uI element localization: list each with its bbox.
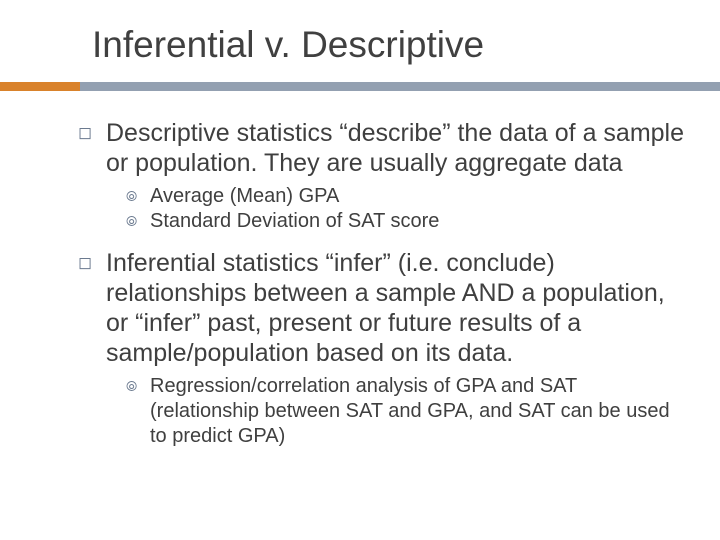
divider-main (80, 82, 720, 91)
list-item: ◻ Descriptive statistics “describe” the … (78, 118, 684, 178)
divider-rule (0, 82, 720, 91)
circle-bullet-icon: ⦾ (126, 209, 150, 234)
sub-list: ⦾ Average (Mean) GPA ⦾ Standard Deviatio… (126, 184, 684, 234)
slide-title: Inferential v. Descriptive (92, 24, 484, 66)
sub-list-item-text: Average (Mean) GPA (150, 184, 339, 209)
circle-bullet-icon: ⦾ (126, 184, 150, 209)
list-item-text: Inferential statistics “infer” (i.e. con… (106, 248, 684, 368)
square-bullet-icon: ◻ (78, 118, 106, 148)
sub-list-item: ⦾ Regression/correlation analysis of GPA… (126, 374, 684, 449)
list-item: ◻ Inferential statistics “infer” (i.e. c… (78, 248, 684, 368)
square-bullet-icon: ◻ (78, 248, 106, 278)
slide-content: ◻ Descriptive statistics “describe” the … (78, 118, 684, 463)
sub-list-item-text: Regression/correlation analysis of GPA a… (150, 374, 684, 449)
list-item-text: Descriptive statistics “describe” the da… (106, 118, 684, 178)
sub-list-item-text: Standard Deviation of SAT score (150, 209, 439, 234)
circle-bullet-icon: ⦾ (126, 374, 150, 399)
sub-list-item: ⦾ Average (Mean) GPA (126, 184, 684, 209)
sub-list-item: ⦾ Standard Deviation of SAT score (126, 209, 684, 234)
sub-list: ⦾ Regression/correlation analysis of GPA… (126, 374, 684, 449)
divider-accent (0, 82, 80, 91)
